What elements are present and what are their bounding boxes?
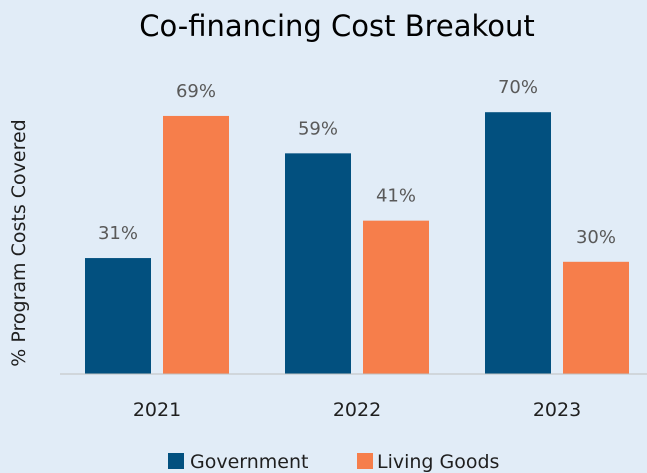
bar-living-goods-2023 xyxy=(563,261,629,374)
legend-swatch-government xyxy=(168,453,184,469)
x-tick-label-2022: 2022 xyxy=(333,399,381,421)
bar-government-2023 xyxy=(485,112,551,374)
legend-label-living-goods: Living Goods xyxy=(377,451,499,473)
legend-label-government: Government xyxy=(190,451,309,473)
chart-title: Co-financing Cost Breakout xyxy=(139,9,535,43)
bar-government-2022 xyxy=(285,153,351,374)
bar-living-goods-2022 xyxy=(363,220,429,374)
x-tick-label-2023: 2023 xyxy=(533,399,581,421)
data-label-living-goods-2023: 30% xyxy=(576,227,616,248)
bar-government-2021 xyxy=(85,258,151,374)
legend-swatch-living-goods xyxy=(357,453,373,469)
y-axis-label: % Program Costs Covered xyxy=(8,119,30,366)
data-label-living-goods-2022: 41% xyxy=(376,186,416,207)
x-tick-label-2021: 2021 xyxy=(133,399,181,421)
data-label-government-2021: 31% xyxy=(98,223,138,244)
legend: Government Living Goods xyxy=(168,451,499,473)
x-tick-labels: 2021 2022 2023 xyxy=(133,399,581,421)
data-label-living-goods-2021: 69% xyxy=(176,81,216,102)
bars-layer: 31% 69% 59% 41% 70% 30% xyxy=(85,77,629,374)
data-label-government-2023: 70% xyxy=(498,77,538,98)
bar-living-goods-2021 xyxy=(163,115,229,374)
data-label-government-2022: 59% xyxy=(298,118,338,139)
